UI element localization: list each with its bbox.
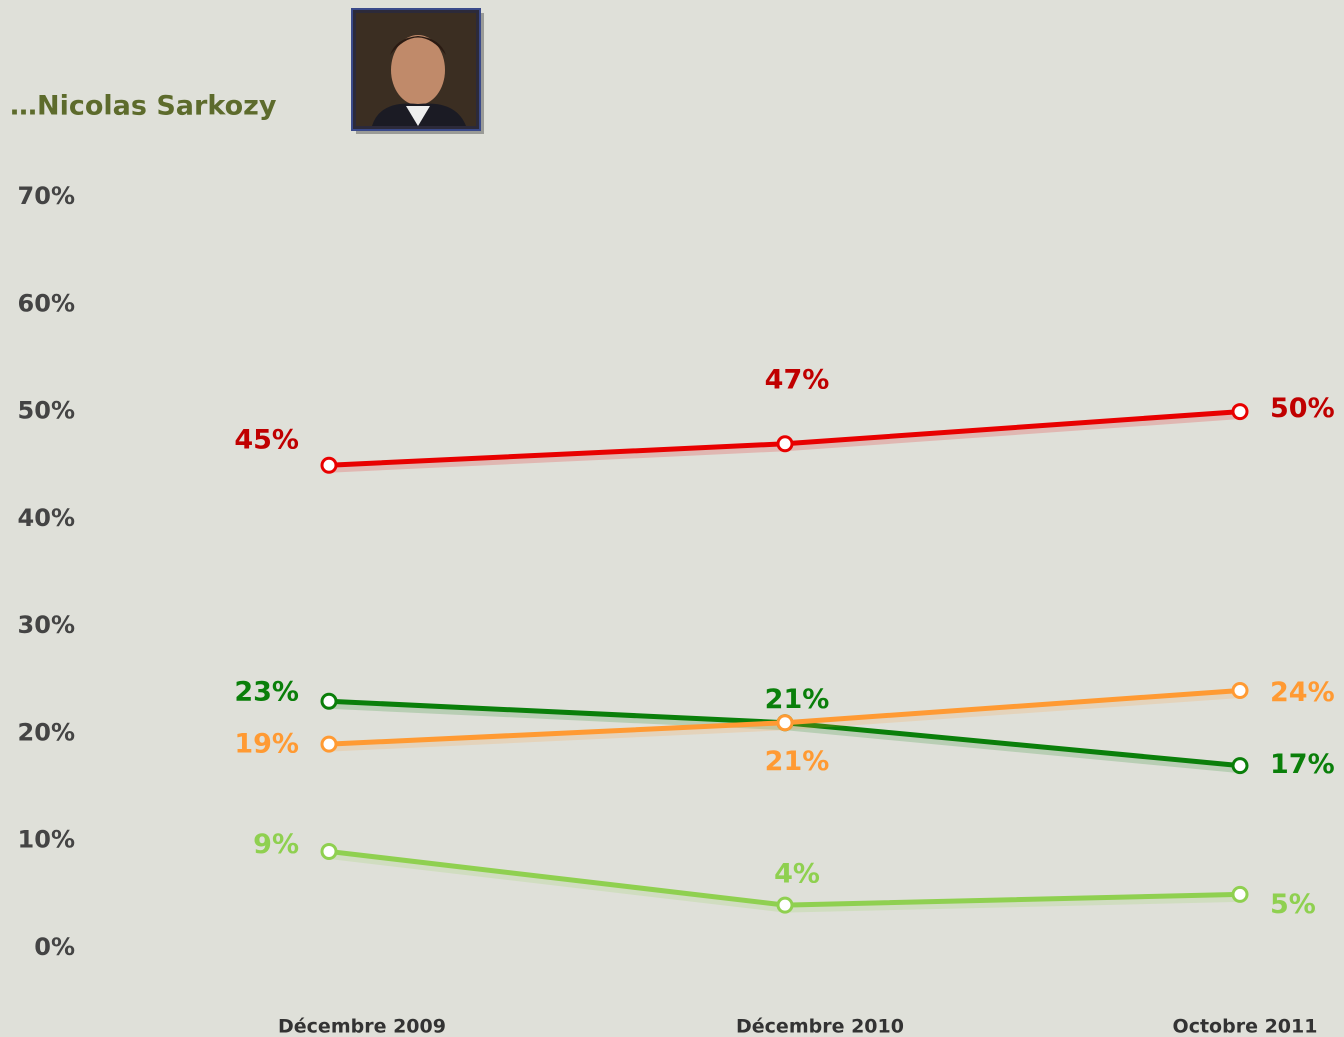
data-label: 21%: [765, 746, 830, 777]
data-label: 23%: [234, 677, 299, 708]
data-point: [1233, 887, 1247, 901]
data-point: [778, 437, 792, 451]
portrait: [352, 9, 484, 134]
data-point: [322, 694, 336, 708]
y-tick-label: 20%: [18, 718, 75, 746]
chart-title: …Nicolas Sarkozy: [10, 91, 277, 122]
x-tick-label: Décembre 2010: [736, 1016, 904, 1037]
data-point: [778, 716, 792, 730]
data-point: [322, 458, 336, 472]
data-label: 5%: [1270, 889, 1316, 920]
data-label: 47%: [765, 364, 830, 395]
data-label: 17%: [1270, 749, 1335, 780]
data-label: 19%: [234, 729, 299, 760]
data-label: 4%: [774, 859, 820, 890]
data-label: 21%: [765, 684, 830, 715]
y-tick-label: 0%: [34, 933, 75, 961]
x-tick-label: Octobre 2011: [1173, 1016, 1318, 1037]
data-point: [1233, 759, 1247, 773]
y-tick-label: 30%: [18, 611, 75, 639]
data-point: [778, 898, 792, 912]
data-point: [322, 737, 336, 751]
data-point: [1233, 684, 1247, 698]
data-label: 45%: [234, 425, 299, 456]
y-tick-label: 50%: [18, 397, 75, 425]
y-tick-label: 70%: [18, 182, 75, 210]
data-label: 9%: [253, 829, 299, 860]
data-point: [1233, 405, 1247, 419]
y-tick-label: 60%: [18, 289, 75, 317]
y-tick-label: 40%: [18, 504, 75, 532]
chart: …Nicolas Sarkozy 0% 10% 20% 30% 40% 50% 60% 70%…: [0, 0, 1344, 1037]
page: {"chart_data": { "type": "line", "title"…: [0, 0, 1344, 1037]
data-label: 24%: [1270, 677, 1335, 708]
y-tick-label: 10%: [18, 826, 75, 854]
data-point: [322, 844, 336, 858]
data-label: 50%: [1270, 393, 1335, 424]
x-tick-label: Décembre 2009: [278, 1016, 446, 1037]
